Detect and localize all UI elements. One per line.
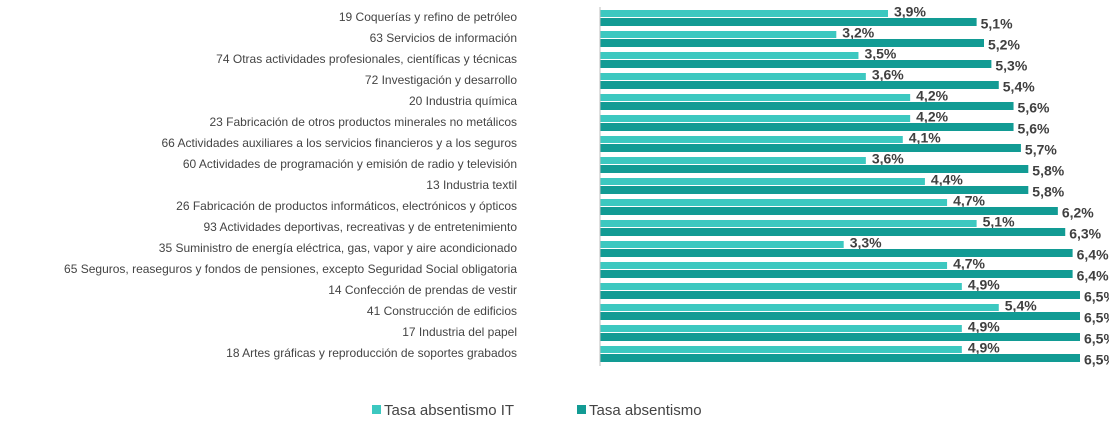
value-label: 3,6% [872,151,904,167]
bar [600,220,977,227]
value-label: 5,4% [1005,298,1037,314]
bar [600,18,977,26]
value-label: 5,6% [1018,100,1050,116]
bar [600,354,1080,362]
value-label: 4,9% [968,277,1000,293]
value-label: 3,6% [872,67,904,83]
legend-label: Tasa absentismo [589,402,702,419]
bar [600,52,859,59]
bar [600,228,1066,236]
bar [600,73,866,80]
category-label: 72 Investigación y desarrollo [365,73,517,87]
bar [600,94,911,101]
category-label: 20 Industria química [409,94,517,108]
value-label: 4,1% [909,130,941,146]
bar [600,102,1014,110]
bar [600,136,903,143]
legend-swatch [372,405,381,414]
category-label: 66 Actividades auxiliares a los servicio… [161,136,517,150]
legend-swatch [577,405,586,414]
bar [600,60,992,68]
bar [600,115,911,122]
value-label: 3,3% [850,235,882,251]
bar [600,325,962,332]
bar [600,199,948,206]
bar [600,31,837,38]
value-label: 4,7% [953,193,985,209]
bar [600,312,1080,320]
value-label: 5,7% [1025,142,1057,158]
bar [600,165,1029,173]
value-label: 3,5% [864,46,896,62]
category-label: 93 Actividades deportivas, recreativas y… [203,220,517,234]
value-label: 4,9% [968,319,1000,335]
category-label: 18 Artes gráficas y reproducción de sopo… [226,346,517,360]
value-label: 6,4% [1077,268,1109,284]
category-label: 26 Fabricación de productos informáticos… [176,199,517,213]
bar [600,283,962,290]
value-label: 6,5% [1084,352,1109,368]
category-label: 17 Industria del papel [402,325,517,339]
value-label: 3,2% [842,25,874,41]
bar [600,333,1080,341]
bar [600,186,1029,194]
value-label: 6,5% [1084,289,1109,305]
value-label: 3,9% [894,4,926,20]
category-label: 41 Construcción de edificios [367,304,517,318]
bar [600,178,925,185]
bar [600,249,1073,257]
bar [600,144,1021,152]
category-label: 23 Fabricación de otros productos minera… [210,115,518,129]
value-label: 5,1% [981,16,1013,32]
legend-label: Tasa absentismo IT [384,402,514,419]
value-label: 5,3% [995,58,1027,74]
bar [600,81,999,89]
bar [600,241,844,248]
bar [600,346,962,353]
value-label: 4,2% [916,88,948,104]
value-label: 5,8% [1032,163,1064,179]
value-label: 4,2% [916,109,948,125]
value-label: 5,6% [1018,121,1050,137]
bar [600,157,866,164]
category-label: 13 Industria textil [426,178,517,192]
value-label: 6,5% [1084,310,1109,326]
bar [600,270,1073,278]
bar [600,123,1014,131]
category-label: 74 Otras actividades profesionales, cien… [216,52,517,66]
bar [600,10,888,17]
bar [600,262,948,269]
value-label: 5,2% [988,37,1020,53]
bar [600,207,1058,215]
bar [600,304,999,311]
bar [600,39,984,47]
category-label: 65 Seguros, reaseguros y fondos de pensi… [64,262,517,276]
value-label: 6,5% [1084,331,1109,347]
category-label: 14 Confección de prendas de vestir [328,283,517,297]
value-label: 5,1% [983,214,1015,230]
value-label: 6,2% [1062,205,1094,221]
category-label: 63 Servicios de información [370,31,517,45]
value-label: 5,8% [1032,184,1064,200]
category-label: 19 Coquerías y refino de petróleo [339,10,517,24]
category-label: 60 Actividades de programación y emisión… [183,157,517,171]
category-label: 35 Suministro de energía eléctrica, gas,… [159,241,518,255]
bar [600,291,1080,299]
value-label: 6,4% [1077,247,1109,263]
value-label: 4,9% [968,340,1000,356]
value-label: 6,3% [1069,226,1101,242]
value-label: 4,7% [953,256,985,272]
value-label: 4,4% [931,172,963,188]
value-label: 5,4% [1003,79,1035,95]
